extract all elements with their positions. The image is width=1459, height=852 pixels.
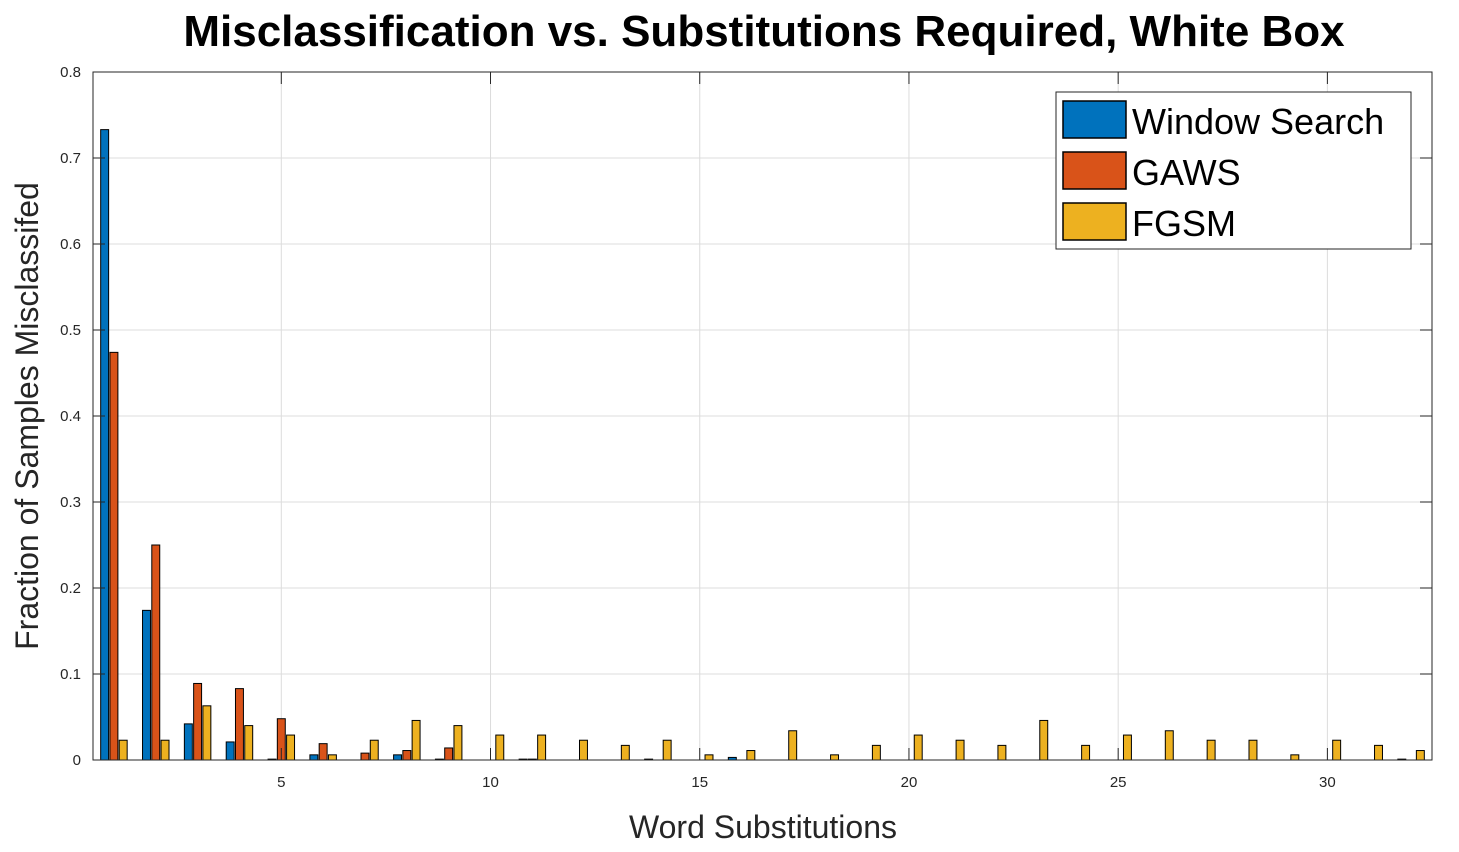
- bar-fgsm: [871, 744, 881, 761]
- bar-fgsm: [286, 734, 296, 761]
- x-tick-label: 15: [691, 774, 708, 791]
- bar-fgsm: [244, 725, 254, 761]
- bar-fgsm: [1332, 739, 1342, 761]
- bar-fgsm: [1039, 719, 1049, 761]
- y-tick-label: 0.7: [60, 150, 81, 167]
- plot-frame: [92, 71, 1433, 761]
- bar-fgsm: [1122, 734, 1132, 761]
- legend-label-fgsm: FGSM: [1132, 203, 1236, 244]
- x-tick-label: 5: [277, 774, 285, 791]
- y-tick-label: 0.2: [60, 580, 81, 597]
- x-tick-labels: 5 10 15 20 25 30: [277, 774, 1336, 791]
- y-tick-label: 0.6: [60, 236, 81, 253]
- legend: Window Search GAWS FGSM: [1055, 91, 1412, 250]
- bar-fgsm: [1081, 744, 1091, 761]
- y-tick-label: 0.8: [60, 64, 81, 81]
- bar-window-search: [100, 129, 110, 761]
- bar-fgsm: [537, 734, 547, 761]
- bar-fgsm: [202, 705, 212, 761]
- bar-window-search: [393, 754, 403, 761]
- legend-swatch-gaws: [1062, 151, 1127, 190]
- legend-swatch-window-search: [1062, 100, 1127, 139]
- bars: [100, 129, 1425, 761]
- bar-fgsm: [411, 719, 421, 761]
- bar-gaws: [193, 682, 203, 761]
- x-tick-label: 10: [482, 774, 499, 791]
- bar-fgsm: [160, 739, 170, 761]
- bar-fgsm: [1206, 739, 1216, 761]
- y-tick-label: 0: [73, 752, 81, 769]
- legend-label-window-search: Window Search: [1132, 101, 1384, 142]
- bar-gaws: [109, 351, 119, 761]
- bar-fgsm: [578, 739, 588, 761]
- bar-gaws: [360, 752, 370, 761]
- x-axis-label: Word Substitutions: [629, 809, 897, 845]
- bar-fgsm: [913, 734, 923, 761]
- bar-fgsm: [704, 754, 714, 761]
- bar-gaws: [151, 544, 161, 761]
- bar-fgsm: [1248, 739, 1258, 761]
- bar-fgsm: [369, 739, 379, 761]
- bar-window-search: [183, 723, 193, 761]
- bar-fgsm: [788, 730, 798, 761]
- bar-fgsm: [327, 754, 337, 761]
- bar-gaws: [234, 688, 244, 761]
- bar-window-search: [309, 754, 319, 761]
- legend-swatch-fgsm: [1062, 202, 1127, 241]
- bar-fgsm: [620, 744, 630, 761]
- bar-fgsm: [118, 739, 128, 761]
- bar-window-search: [225, 741, 235, 761]
- bar-gaws: [318, 743, 328, 761]
- bar-gaws: [444, 747, 454, 761]
- bar-fgsm: [746, 750, 756, 761]
- chart-title: Misclassification vs. Substitutions Requ…: [183, 7, 1345, 56]
- bar-fgsm: [662, 739, 672, 761]
- y-tick-label: 0.3: [60, 494, 81, 511]
- y-tick-labels: 0 0.1 0.2 0.3 0.4 0.5 0.6 0.7 0.8: [60, 64, 81, 769]
- bar-window-search: [142, 609, 151, 761]
- bar-fgsm: [1290, 754, 1300, 761]
- bar-gaws: [402, 750, 412, 761]
- legend-label-gaws: GAWS: [1132, 152, 1241, 193]
- y-tick-label: 0.4: [60, 408, 81, 425]
- bar-fgsm: [1415, 750, 1425, 761]
- x-tick-label: 20: [901, 774, 918, 791]
- x-tick-label: 30: [1319, 774, 1336, 791]
- bar-fgsm: [955, 739, 965, 761]
- bar-fgsm: [453, 725, 463, 761]
- y-axis-label: Fraction of Samples Misclassifed: [9, 182, 45, 650]
- y-tick-label: 0.1: [60, 666, 81, 683]
- bar-fgsm: [830, 754, 840, 761]
- bar-fgsm: [997, 744, 1007, 761]
- y-tick-label: 0.5: [60, 322, 81, 339]
- bar-fgsm: [1374, 744, 1383, 761]
- bar-fgsm: [495, 734, 505, 761]
- x-tick-label: 25: [1110, 774, 1127, 791]
- bar-fgsm: [1164, 730, 1174, 761]
